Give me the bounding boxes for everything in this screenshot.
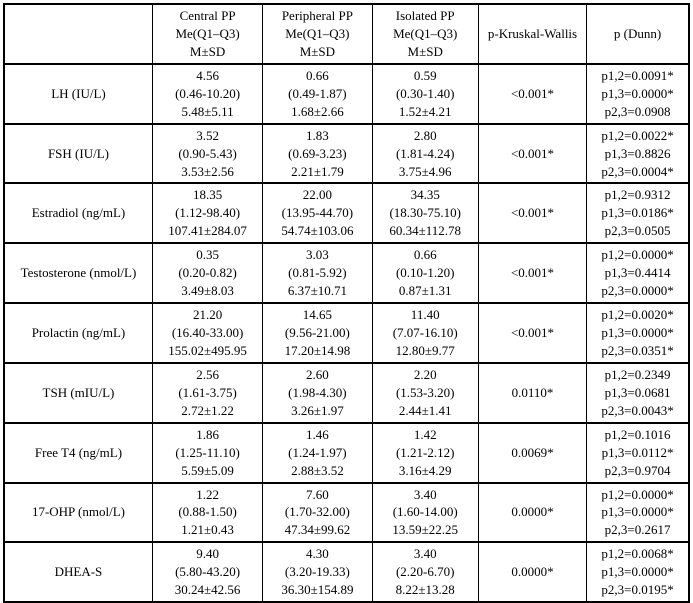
isolated-pp-cell: 0.59 (0.30-1.40) 1.52±4.21 — [371, 62, 479, 125]
p-kruskal-wallis-cell: <0.001* — [477, 62, 588, 125]
central-pp-cell: 9.40 (5.80-43.20) 30.24±42.56 — [151, 541, 264, 603]
peripheral-pp-cell: 3.03 (0.81-5.92) 6.37±10.71 — [262, 242, 373, 305]
p-dunn-cell: p1,2=0.0000* p1,3=0.0000* p2,3=0.2617 — [586, 481, 690, 544]
peripheral-pp-cell: 22.00 (13.95-44.70) 54.74±103.06 — [262, 182, 373, 245]
peripheral-pp-cell: 14.65 (9.56-21.00) 17.20±14.98 — [262, 302, 373, 364]
table-row-17-ohp: 17-OHP (nmol/L) 1.22 (0.88-1.50) 1.21±0.… — [3, 481, 690, 544]
p-dunn-cell: p1,2=0.2349 p1,3=0.0681 p2,3=0.0043* — [586, 361, 690, 424]
central-pp-cell: 1.22 (0.88-1.50) 1.21±0.43 — [151, 481, 264, 544]
isolated-pp-cell: 11.40 (7.07-16.10) 12.80±9.77 — [371, 302, 479, 364]
central-pp-cell: 0.35 (0.20-0.82) 3.49±8.03 — [151, 242, 264, 305]
isolated-pp-cell: 0.66 (0.10-1.20) 0.87±1.31 — [371, 242, 479, 305]
p-kruskal-wallis-cell: <0.001* — [477, 302, 588, 364]
p-kruskal-wallis-cell: 0.0000* — [477, 481, 588, 544]
hormone-comparison-table: Central PP Me(Q1–Q3) M±SD Peripheral PP … — [3, 3, 690, 603]
isolated-pp-cell: 2.20 (1.53-3.20) 2.44±1.41 — [371, 361, 479, 424]
peripheral-pp-cell: 2.60 (1.98-4.30) 3.26±1.97 — [262, 361, 373, 424]
table-row-lh: LH (IU/L) 4.56 (0.46-10.20) 5.48±5.11 0.… — [3, 62, 690, 125]
isolated-pp-cell: 3.40 (1.60-14.00) 13.59±22.25 — [371, 481, 479, 544]
header-row: Central PP Me(Q1–Q3) M±SD Peripheral PP … — [3, 3, 690, 65]
isolated-pp-cell: 2.80 (1.81-4.24) 3.75±4.96 — [371, 122, 479, 185]
central-pp-cell: 18.35 (1.12-98.40) 107.41±284.07 — [151, 182, 264, 245]
central-pp-cell: 21.20 (16.40-33.00) 155.02±495.95 — [151, 302, 264, 364]
peripheral-pp-cell: 4.30 (3.20-19.33) 36.30±154.89 — [262, 541, 373, 603]
p-kruskal-wallis-cell: 0.0110* — [477, 361, 588, 424]
header-central-pp: Central PP Me(Q1–Q3) M±SD — [151, 3, 264, 65]
p-dunn-cell: p1,2=0.0022* p1,3=0.8826 p2,3=0.0004* — [586, 122, 690, 185]
header-parameter — [3, 3, 153, 65]
parameter-label: 17-OHP (nmol/L) — [3, 481, 153, 544]
p-kruskal-wallis-cell: 0.0000* — [477, 541, 588, 603]
header-peripheral-pp: Peripheral PP Me(Q1–Q3) M±SD — [262, 3, 373, 65]
peripheral-pp-cell: 0.66 (0.49-1.87) 1.68±2.66 — [262, 62, 373, 125]
isolated-pp-cell: 3.40 (2.20-6.70) 8.22±13.28 — [371, 541, 479, 603]
parameter-label: FSH (IU/L) — [3, 122, 153, 185]
header-p-kruskal-wallis: p-Kruskal-Wallis — [477, 3, 588, 65]
parameter-label: Estradiol (ng/mL) — [3, 182, 153, 245]
parameter-label: LH (IU/L) — [3, 62, 153, 125]
parameter-label: Testosterone (nmol/L) — [3, 242, 153, 305]
table-row-tsh: TSH (mIU/L) 2.56 (1.61-3.75) 2.72±1.22 2… — [3, 361, 690, 424]
table-row-dhea-s: DHEA-S 9.40 (5.80-43.20) 30.24±42.56 4.3… — [3, 541, 690, 603]
p-kruskal-wallis-cell: 0.0069* — [477, 421, 588, 484]
central-pp-cell: 4.56 (0.46-10.20) 5.48±5.11 — [151, 62, 264, 125]
p-kruskal-wallis-cell: <0.001* — [477, 242, 588, 305]
p-dunn-cell: p1,2=0.0091* p1,3=0.0000* p2,3=0.0908 — [586, 62, 690, 125]
central-pp-cell: 1.86 (1.25-11.10) 5.59±5.09 — [151, 421, 264, 484]
central-pp-cell: 3.52 (0.90-5.43) 3.53±2.56 — [151, 122, 264, 185]
parameter-label: Prolactin (ng/mL) — [3, 302, 153, 364]
header-isolated-pp: Isolated PP Me(Q1–Q3) M±SD — [371, 3, 479, 65]
peripheral-pp-cell: 1.46 (1.24-1.97) 2.88±3.52 — [262, 421, 373, 484]
p-kruskal-wallis-cell: <0.001* — [477, 122, 588, 185]
p-dunn-cell: p1,2=0.0020* p1,3=0.0000* p2,3=0.0351* — [586, 302, 690, 364]
table-row-prolactin: Prolactin (ng/mL) 21.20 (16.40-33.00) 15… — [3, 302, 690, 364]
parameter-label: TSH (mIU/L) — [3, 361, 153, 424]
table-row-testosterone: Testosterone (nmol/L) 0.35 (0.20-0.82) 3… — [3, 242, 690, 305]
peripheral-pp-cell: 7.60 (1.70-32.00) 47.34±99.62 — [262, 481, 373, 544]
p-dunn-cell: p1,2=0.1016 p1,3=0.0112* p2,3=0.9704 — [586, 421, 690, 484]
table-row-estradiol: Estradiol (ng/mL) 18.35 (1.12-98.40) 107… — [3, 182, 690, 245]
header-p-dunn: p (Dunn) — [586, 3, 690, 65]
p-kruskal-wallis-cell: <0.001* — [477, 182, 588, 245]
p-dunn-cell: p1,2=0.9312 p1,3=0.0186* p2,3=0.0505 — [586, 182, 690, 245]
peripheral-pp-cell: 1.83 (0.69-3.23) 2.21±1.79 — [262, 122, 373, 185]
central-pp-cell: 2.56 (1.61-3.75) 2.72±1.22 — [151, 361, 264, 424]
parameter-label: Free T4 (ng/mL) — [3, 421, 153, 484]
parameter-label: DHEA-S — [3, 541, 153, 603]
table-row-free-t4: Free T4 (ng/mL) 1.86 (1.25-11.10) 5.59±5… — [3, 421, 690, 484]
p-dunn-cell: p1,2=0.0068* p1,3=0.0000* p2,3=0.0195* — [586, 541, 690, 603]
isolated-pp-cell: 1.42 (1.21-2.12) 3.16±4.29 — [371, 421, 479, 484]
p-dunn-cell: p1,2=0.0000* p1,3=0.4414 p2,3=0.0000* — [586, 242, 690, 305]
table-row-fsh: FSH (IU/L) 3.52 (0.90-5.43) 3.53±2.56 1.… — [3, 122, 690, 185]
isolated-pp-cell: 34.35 (18.30-75.10) 60.34±112.78 — [371, 182, 479, 245]
